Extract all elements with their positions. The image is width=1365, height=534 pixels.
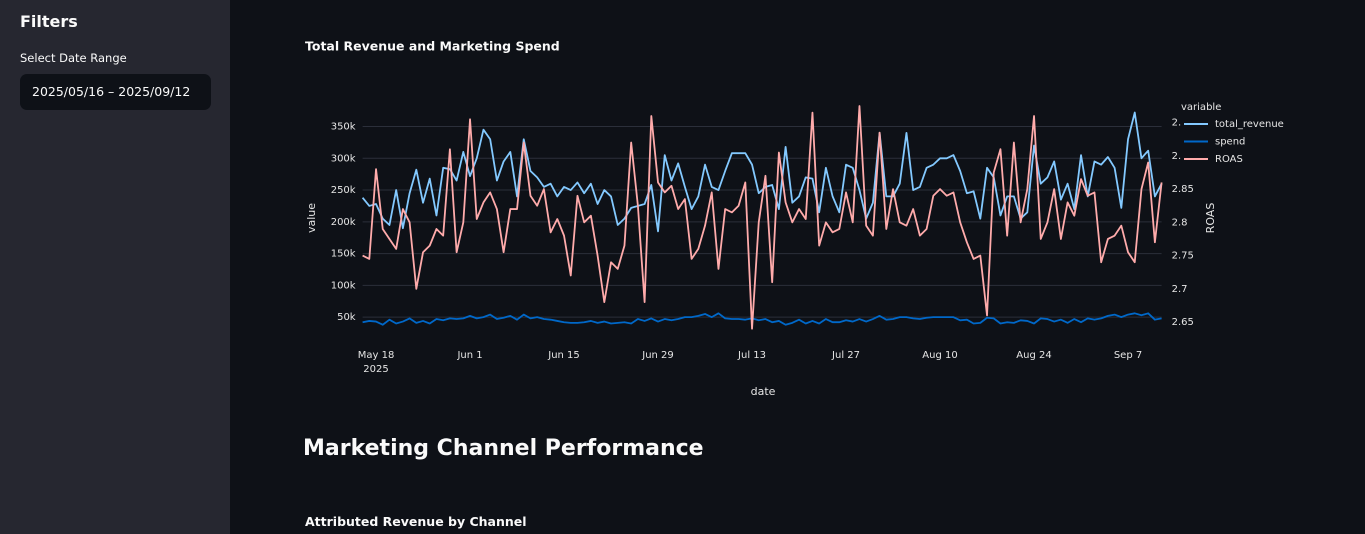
y2-tick-label: 2.75 xyxy=(1172,251,1194,262)
next-chart-title: Attributed Revenue by Channel xyxy=(305,514,527,529)
y-tick-label: 250k xyxy=(331,185,356,196)
y-tick-label: 300k xyxy=(331,153,356,164)
chart-title: Total Revenue and Marketing Spend xyxy=(305,39,560,54)
sidebar-title: Filters xyxy=(20,12,78,31)
x-tick-label: Jun 29 xyxy=(641,350,674,361)
y-axis-title: value xyxy=(305,203,318,233)
y2-tick-label: 2.7 xyxy=(1172,284,1188,295)
legend-label: ROAS xyxy=(1215,154,1243,165)
series-line xyxy=(361,111,1163,233)
y-tick-label: 100k xyxy=(331,280,356,291)
legend-title: variable xyxy=(1181,102,1221,113)
y2-tick-label: 2.85 xyxy=(1172,184,1194,195)
x-year-label: 2025 xyxy=(363,364,388,375)
date-value: 2025/05/16 – 2025/09/12 xyxy=(32,84,191,99)
y2-tick-label: 2. xyxy=(1172,151,1182,162)
y-tick-label: 50k xyxy=(337,312,356,323)
x-tick-label: Aug 24 xyxy=(1016,350,1051,361)
x-tick-label: Jul 13 xyxy=(737,350,766,361)
legend-label: spend xyxy=(1215,137,1245,148)
x-tick-label: Aug 10 xyxy=(922,350,957,361)
y-tick-label: 200k xyxy=(331,217,356,228)
section-heading: Marketing Channel Performance xyxy=(303,436,704,461)
date-label: Select Date Range xyxy=(20,51,127,65)
y-tick-label: 150k xyxy=(331,249,356,260)
y2-tick-label: 2.65 xyxy=(1172,317,1194,328)
y-tick-label: 350k xyxy=(331,122,356,133)
y2-tick-label: 2.8 xyxy=(1172,217,1188,228)
date-input[interactable]: 2025/05/16 – 2025/09/12 xyxy=(20,74,211,110)
sidebar: Filters Select Date Range 2025/05/16 – 2… xyxy=(0,0,230,534)
y2-axis-title: ROAS xyxy=(1204,203,1217,234)
x-tick-label: Sep 7 xyxy=(1114,350,1142,361)
y2-tick-label: 2. xyxy=(1172,118,1182,129)
x-tick-label: May 18 xyxy=(358,350,395,361)
x-tick-label: Jun 15 xyxy=(547,350,580,361)
x-tick-label: Jun 1 xyxy=(456,350,482,361)
series-line xyxy=(362,312,1162,326)
series-line xyxy=(362,105,1163,330)
x-axis-title: date xyxy=(751,385,776,398)
x-tick-label: Jul 27 xyxy=(831,350,860,361)
legend-label: total_revenue xyxy=(1215,119,1284,130)
